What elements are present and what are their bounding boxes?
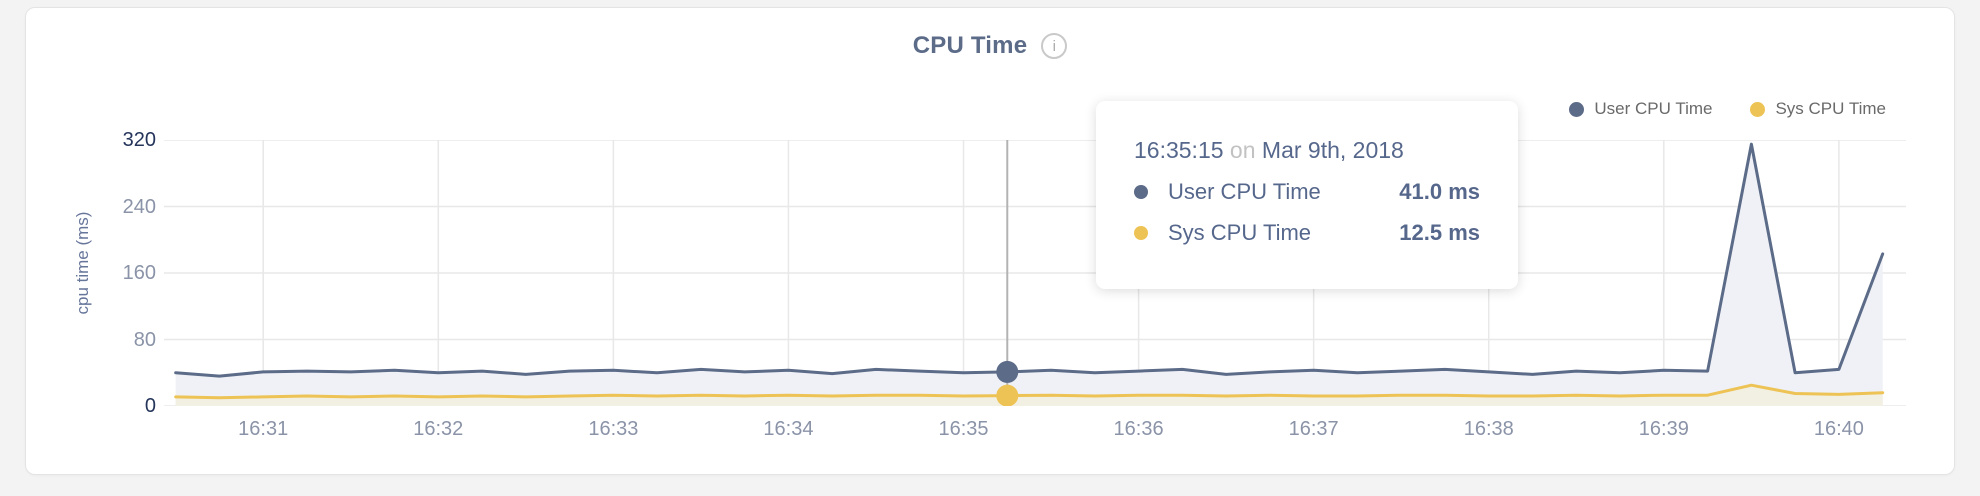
x-tick-label: 16:33 <box>588 418 639 440</box>
highlight-dot-1 <box>996 384 1019 407</box>
area-fill-0 <box>175 144 1883 406</box>
x-tick-label: 16:31 <box>238 418 289 440</box>
hover-tooltip: 16:35:15 on Mar 9th, 2018 User CPU Time … <box>1096 101 1518 289</box>
x-tick-label: 16:34 <box>763 418 814 440</box>
sys-cpu-dot-icon <box>1134 226 1148 240</box>
user-cpu-legend-dot-icon <box>1569 101 1585 117</box>
tooltip-row-sys-cpu: Sys CPU Time 12.5 ms <box>1134 220 1480 246</box>
series-line-1 <box>174 383 1885 400</box>
tooltip-timestamp: 16:35:15 on Mar 9th, 2018 <box>1134 137 1480 164</box>
chart-title: CPU Time <box>912 32 1028 59</box>
y-tick-label: 80 <box>133 328 156 351</box>
tooltip-series-value: 41.0 ms <box>1399 179 1480 204</box>
series-line-0 <box>174 142 1885 378</box>
tooltip-row-user-cpu: User CPU Time 41.0 ms <box>1134 179 1480 205</box>
y-tick-label: 160 <box>122 262 156 284</box>
tooltip-time: 16:35:15 <box>1134 137 1224 163</box>
y-tick-label: 0 <box>144 395 156 417</box>
chart-header: CPU Time i <box>26 32 1954 60</box>
y-tick-label: 320 <box>122 129 156 151</box>
tooltip-series-label: User CPU Time <box>1168 179 1321 204</box>
tooltip-series-label: Sys CPU Time <box>1168 220 1312 245</box>
x-tick-label: 16:35 <box>938 418 989 440</box>
x-tick-label: 16:32 <box>413 418 464 440</box>
legend-label: User CPU Time <box>1594 99 1713 118</box>
info-icon[interactable]: i <box>1041 33 1068 59</box>
highlight-dot-0 <box>996 360 1019 383</box>
y-tick-label: 240 <box>122 195 156 218</box>
tooltip-series-value: 12.5 ms <box>1399 220 1480 245</box>
legend: User CPU Time Sys CPU Time <box>1569 99 1886 119</box>
chart-svg <box>164 139 1906 407</box>
x-tick-label: 16:37 <box>1288 418 1339 440</box>
legend-label: Sys CPU Time <box>1775 99 1886 118</box>
user-cpu-dot-icon <box>1134 185 1148 199</box>
legend-item-user-cpu-time[interactable]: User CPU Time <box>1569 99 1712 119</box>
cpu-time-chart-card: CPU Time i User CPU Time Sys CPU Time cp… <box>25 7 1955 475</box>
x-tick-label: 16:39 <box>1638 418 1689 440</box>
legend-item-sys-cpu-time[interactable]: Sys CPU Time <box>1750 99 1886 119</box>
x-tick-label: 16:36 <box>1113 418 1164 440</box>
x-tick-label: 16:38 <box>1463 418 1514 440</box>
tooltip-date: Mar 9th, 2018 <box>1261 137 1404 163</box>
x-tick-label: 16:40 <box>1813 418 1864 440</box>
sys-cpu-legend-dot-icon <box>1750 101 1766 117</box>
chart-plot-area[interactable] <box>164 139 1906 411</box>
tooltip-conjunction: on <box>1229 137 1256 163</box>
